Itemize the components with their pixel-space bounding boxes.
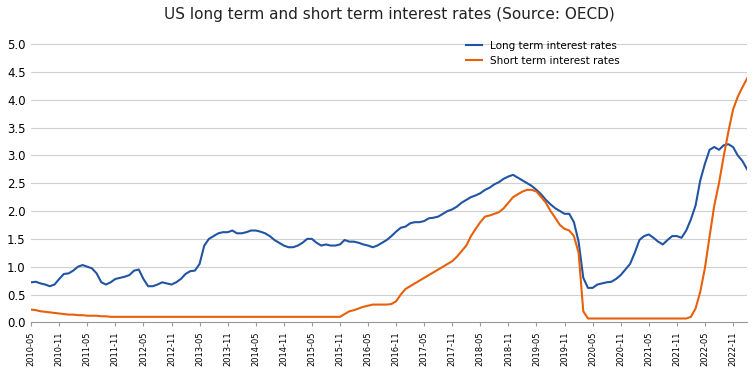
Line: Long term interest rates: Long term interest rates [31,144,747,288]
Long term interest rates [274,241,284,245]
Legend: Long term interest rates, Short term interest rates: Long term interest rates, Short term int… [466,41,620,66]
Short term interest rates [584,316,593,321]
Short term interest rates [644,316,653,321]
Short term interest rates [274,314,284,319]
Short term interest rates [480,214,489,219]
Short term interest rates [279,314,288,319]
Long term interest rates [480,188,489,192]
Long term interest rates [560,211,569,216]
Long term interest rates [743,167,752,172]
Long term interest rates [584,286,593,290]
Long term interest rates [644,232,653,236]
Long term interest rates [279,243,288,248]
Line: Short term interest rates: Short term interest rates [31,78,747,319]
Title: US long term and short term interest rates (Source: OECD): US long term and short term interest rat… [164,7,615,22]
Long term interest rates [724,142,733,147]
Short term interest rates [560,227,569,231]
Short term interest rates [616,316,625,321]
Long term interest rates [26,280,35,285]
Short term interest rates [26,307,35,312]
Short term interest rates [743,76,752,81]
Long term interest rates [616,273,625,277]
